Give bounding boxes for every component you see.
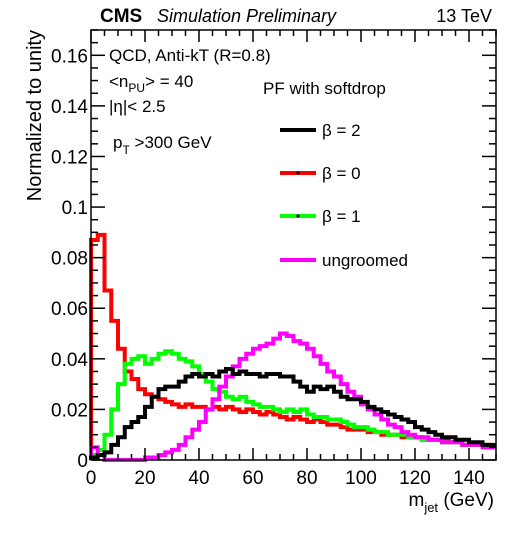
axis-ticks [90,29,497,461]
y-axis-label: Normalized to unity [24,30,46,201]
legend-marker-2 [296,214,300,218]
legend-label-1: β = 0 [322,164,361,183]
y-tick-label: 0.14 [51,97,88,118]
x-axis-label: mjet (GeV) [408,490,494,515]
x-tick-label: 140 [453,468,485,489]
y-tick-label: 0.08 [51,249,88,270]
annotation-pt: pT >300 GeV [113,133,212,157]
legend-title: PF with softdrop [263,79,386,98]
cms-label: CMS [100,6,142,27]
annotation-process: QCD, Anti-kT (R=0.8) [109,46,271,65]
legend-label-2: β = 1 [322,207,361,226]
x-tick-label: 60 [242,468,263,489]
x-tick-label: 0 [86,468,97,489]
tick-labels: 0 20 40 60 80 100 120 140 0 0.02 0.04 0.06 0.08 0.1 0.… [51,46,485,489]
legend-label-0: β = 2 [322,121,361,140]
legend-marker-1 [296,171,300,175]
legend-label-3: ungroomed [322,251,408,270]
y-tick-label: 0.16 [51,46,88,67]
y-tick-label: 0.12 [51,147,88,168]
series-line-3 [89,331,496,462]
series-line-0 [89,366,496,460]
header-subtitle: Simulation Preliminary [157,6,337,26]
x-tick-label: 120 [399,468,431,489]
annotation-pileup: <nPU> = 40 [109,72,193,95]
x-tick-label: 40 [188,468,209,489]
y-tick-label: 0.06 [51,299,88,320]
y-tick-label: 0.04 [51,350,88,371]
annotation-eta: |η|< 2.5 [109,97,166,116]
x-tick-label: 80 [296,468,317,489]
y-tick-label: 0.1 [62,198,88,219]
y-tick-label: 0.02 [51,400,88,421]
plot-area [89,232,496,462]
legend: β = 2 β = 0 β = 1 ungroomed [280,121,408,270]
energy-label: 13 TeV [436,6,492,26]
series-line-1 [89,232,496,460]
y-tick-label: 0 [77,451,88,472]
plot-frame [90,29,497,461]
x-tick-label: 100 [345,468,377,489]
x-tick-label: 20 [134,468,155,489]
